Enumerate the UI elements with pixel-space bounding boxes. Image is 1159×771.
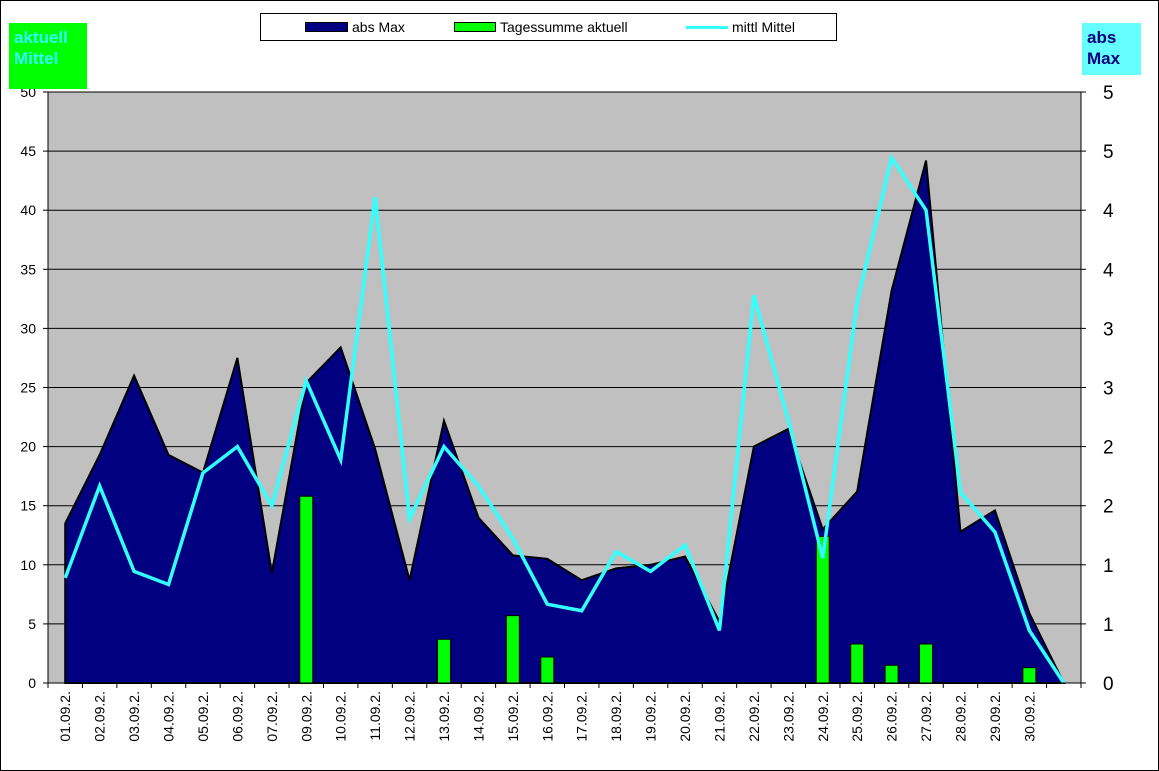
- y-right-tick-label: 2: [1103, 497, 1114, 518]
- axes: [43, 91, 1086, 688]
- y-left-tick-label: 30: [20, 320, 36, 336]
- x-tick-label: 03.09.2.: [126, 691, 142, 742]
- x-tick-label: 11.09.2.: [367, 691, 383, 741]
- abs-max-area-shape: [64, 160, 1066, 684]
- x-tick-label: 12.09.2.: [402, 691, 418, 742]
- x-tick-label: 10.09.2.: [333, 691, 349, 742]
- legend-swatch-area: [305, 22, 348, 32]
- bar-27.09.2.: [919, 643, 934, 684]
- badge-abs-max: abs Max: [1082, 23, 1141, 75]
- x-tick-label: 26.09.2.: [884, 691, 900, 742]
- y-right-tick-label: 5: [1103, 142, 1114, 163]
- x-tick-label: 27.09.2.: [918, 691, 934, 742]
- legend-label-mittl-mittel: mittl Mittel: [732, 19, 795, 35]
- bar-25.09.2.: [850, 643, 865, 684]
- y-left-tick-label: 20: [20, 439, 36, 455]
- x-tick-label: 07.09.2.: [264, 691, 280, 742]
- y-left-tick-label: 15: [20, 498, 36, 514]
- x-tick-label: 25.09.2.: [849, 691, 865, 742]
- y-left-tick-label: 45: [20, 143, 36, 159]
- chart-legend: abs Max Tagessumme aktuell mittl Mittel: [260, 13, 837, 41]
- y-left-tick-label: 10: [20, 557, 36, 573]
- bar-16.09.2.: [540, 656, 555, 684]
- x-tick-label: 17.09.2.: [574, 691, 590, 742]
- y-right-tick-label: 3: [1103, 319, 1114, 340]
- legend-item-tagessumme: Tagessumme aktuell: [454, 14, 628, 40]
- y-left-tick-label: 35: [20, 261, 36, 277]
- x-tick-label: 19.09.2.: [643, 691, 659, 742]
- x-tick-label: 05.09.2.: [195, 691, 211, 742]
- x-tick-label: 04.09.2.: [161, 691, 177, 742]
- mittl-mittel-line: [63, 153, 1066, 684]
- y-right-tick-label: 1: [1103, 615, 1114, 636]
- y-right-tick-label: 2: [1103, 438, 1114, 459]
- y-left-tick-label: 5: [28, 616, 36, 632]
- bar-15.09.2.: [505, 615, 520, 684]
- x-tick-label: 20.09.2.: [677, 691, 693, 742]
- x-tick-label: 15.09.2.: [505, 691, 521, 742]
- abs-max-area: [64, 160, 1066, 684]
- legend-swatch-bar: [454, 22, 496, 32]
- x-tick-label: 29.09.2.: [987, 691, 1003, 742]
- badge-aktuell-mittel: aktuell Mittel: [9, 23, 87, 89]
- x-tick-labels: 01.09.2. 02.09.2. 03.09.2. 04.09.2. 05.09.2.…: [57, 691, 1037, 742]
- bar-26.09.2.: [884, 664, 899, 684]
- x-tick-label: 22.09.2.: [746, 691, 762, 742]
- legend-item-abs-max: abs Max: [305, 14, 405, 40]
- x-tick-label: 13.09.2.: [436, 691, 452, 742]
- y-left-tick-label: 0: [28, 675, 36, 691]
- x-tick-label: 18.09.2.: [608, 691, 624, 742]
- x-tick-label: 28.09.2.: [952, 691, 968, 742]
- x-tick-label: 09.09.2.: [298, 691, 314, 742]
- x-tick-label: 02.09.2.: [92, 691, 108, 742]
- y-right-tick-label: 3: [1103, 379, 1114, 400]
- y-right-tick-label: 1: [1103, 556, 1114, 577]
- x-tick-label: 23.09.2.: [780, 691, 796, 742]
- y-left-tick-label: 25: [20, 380, 36, 396]
- x-tick-label: 06.09.2.: [229, 691, 245, 742]
- x-tick-label: 21.09.2.: [711, 691, 727, 742]
- bar-09.09.2.: [299, 495, 314, 684]
- x-tick-label: 24.09.2.: [815, 691, 831, 742]
- bar-13.09.2.: [436, 638, 451, 684]
- legend-item-mittl-mittel: mittl Mittel: [686, 14, 795, 40]
- legend-label-abs-max: abs Max: [352, 19, 405, 35]
- x-tick-label: 30.09.2.: [1021, 691, 1037, 742]
- legend-label-tagessumme: Tagessumme aktuell: [500, 19, 628, 35]
- y-right-tick-label: 4: [1103, 260, 1114, 281]
- x-tick-label: 16.09.2.: [539, 691, 555, 742]
- legend-swatch-line: [686, 25, 728, 29]
- y-right-tick-labels: 0 1 1 2 2 3 3 4 4 5 5: [1103, 83, 1114, 695]
- mittl-mittel-polyline: [63, 153, 1066, 684]
- x-tick-label: 14.09.2.: [470, 691, 486, 742]
- bar-30.09.2.: [1022, 667, 1037, 684]
- x-tick-label: 01.09.2.: [57, 691, 73, 742]
- y-right-tick-label: 5: [1103, 83, 1114, 104]
- y-right-tick-label: 0: [1103, 674, 1114, 695]
- y-left-tick-label: 40: [20, 202, 36, 218]
- y-right-tick-label: 4: [1103, 201, 1114, 222]
